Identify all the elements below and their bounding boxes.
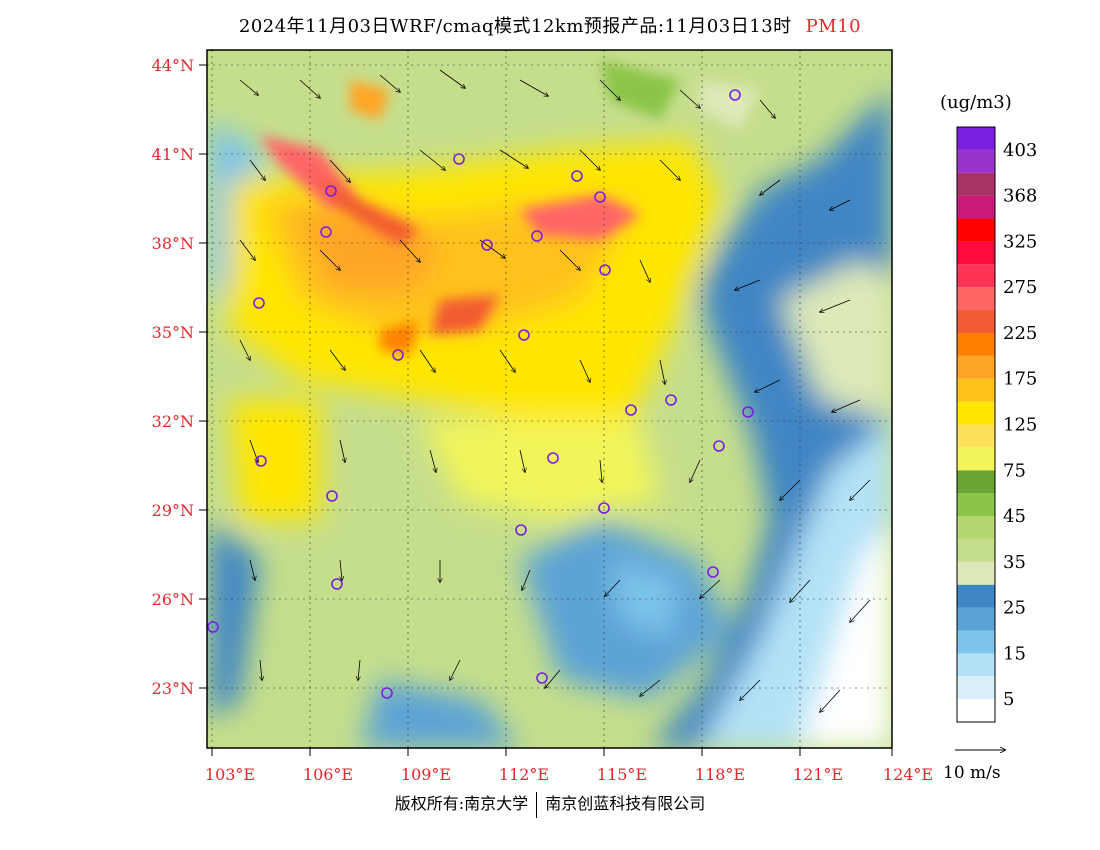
colorbar-label: 325	[1003, 231, 1037, 252]
colorbar-label: 45	[1003, 506, 1026, 527]
copyright-left: 版权所有:南京大学	[394, 794, 529, 813]
map-title: 2024年11月03日WRF/cmaq模式12km预报产品:11月03日13时 P…	[0, 12, 1100, 38]
title-pollutant: PM10	[805, 16, 862, 37]
colorbar-swatch	[957, 127, 995, 150]
colorbar-swatch	[957, 332, 995, 356]
colorbar-labels: 5 15 25 35 45 75 125 175 225 275 325 368 403	[1003, 140, 1037, 710]
colorbar-swatch	[957, 172, 995, 196]
lat-label: 29°N	[152, 501, 194, 520]
lon-label: 118°E	[695, 765, 745, 784]
colorbar-swatch	[957, 653, 995, 677]
colorbar-swatch	[957, 538, 995, 562]
lon-label: 115°E	[597, 765, 647, 784]
colorbar-frame	[956, 126, 996, 723]
colorbar-swatch	[957, 287, 995, 311]
colorbar-swatch	[957, 424, 995, 448]
longitude-labels: 103°E 106°E 109°E 112°E 115°E 118°E 121°…	[205, 765, 933, 784]
station-markers	[207, 89, 754, 699]
colorbar-label: 368	[1003, 186, 1037, 207]
colorbar-swatch	[957, 264, 995, 288]
colorbar-swatch	[957, 149, 995, 173]
colorbar-label: 175	[1003, 369, 1037, 390]
latitude-labels: 44°N 41°N 38°N 35°N 32°N 29°N 26°N 23°N	[152, 56, 194, 698]
colorbar-swatch	[957, 195, 995, 219]
lon-label: 106°E	[303, 765, 353, 784]
copyright-right: 南京创蓝科技有限公司	[545, 794, 706, 813]
lon-label: 112°E	[499, 765, 549, 784]
colorbar-swatch	[957, 493, 995, 517]
colorbar-swatch	[957, 676, 995, 700]
colorbar-swatch	[957, 310, 995, 333]
lon-label: 124°E	[883, 765, 933, 784]
colorbar-swatch	[957, 699, 995, 722]
lon-label: 109°E	[401, 765, 451, 784]
lat-label: 23°N	[152, 679, 194, 698]
pm10-concentration-field	[207, 50, 892, 748]
colorbar-swatch	[957, 584, 995, 608]
colorbar-swatch	[957, 607, 995, 631]
wind-scale-label: 10 m/s	[943, 763, 1001, 783]
wind-vectors	[239, 69, 871, 712]
footer-separator	[536, 791, 538, 818]
colorbar-swatch	[957, 378, 995, 402]
colorbar-unit: (ug/m3)	[940, 92, 1012, 113]
colorbar-swatch	[957, 355, 995, 379]
lon-label: 121°E	[793, 765, 843, 784]
colorbar-label: 15	[1003, 643, 1026, 664]
colorbar-label: 275	[1003, 277, 1037, 298]
colorbar-swatch	[957, 447, 995, 471]
colorbar-label: 125	[1003, 415, 1037, 436]
lat-label: 35°N	[152, 323, 194, 342]
lat-label: 38°N	[152, 234, 194, 253]
colorbar-label: 225	[1003, 323, 1037, 344]
colorbar	[956, 126, 996, 723]
colorbar-swatch	[957, 241, 995, 265]
colorbar-label: 5	[1003, 689, 1014, 710]
colorbar-swatch	[957, 516, 995, 539]
lat-label: 44°N	[152, 56, 194, 75]
colorbar-label: 25	[1003, 598, 1026, 619]
colorbar-label: 403	[1003, 140, 1037, 161]
lat-label: 41°N	[152, 145, 194, 164]
wind-scale-legend: 10 m/s	[943, 750, 1005, 783]
colorbar-swatch	[957, 470, 995, 494]
colorbar-swatch	[957, 561, 995, 585]
lat-label: 32°N	[152, 412, 194, 431]
colorbar-label: 35	[1003, 552, 1026, 573]
lon-label: 103°E	[205, 765, 255, 784]
colorbar-label: 75	[1003, 460, 1026, 481]
colorbar-swatch	[957, 401, 995, 425]
colorbar-swatch	[957, 218, 995, 242]
colorbar-swatch	[957, 630, 995, 654]
copyright-footer: 版权所有:南京大学 南京创蓝科技有限公司	[0, 790, 1100, 818]
lat-label: 26°N	[152, 590, 194, 609]
title-main: 2024年11月03日WRF/cmaq模式12km预报产品:11月03日13时	[238, 16, 792, 37]
